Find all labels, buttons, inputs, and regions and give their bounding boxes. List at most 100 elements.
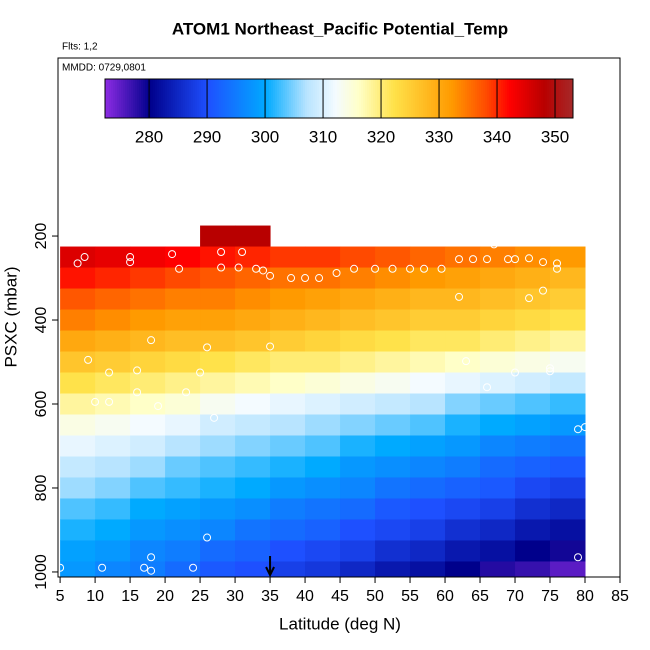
heatmap-cell [340, 393, 376, 415]
heatmap-cell [95, 393, 131, 415]
heatmap-cell [130, 309, 166, 332]
x-tick-label: 20 [156, 588, 174, 605]
colorbar-strip [221, 79, 224, 118]
heatmap-cell [95, 288, 131, 311]
colorbar-strip [519, 79, 522, 118]
colorbar-strip [405, 79, 408, 118]
colorbar-strip [463, 79, 466, 118]
colorbar-tick-label: 310 [309, 127, 337, 146]
heatmap-cell [305, 414, 341, 436]
heatmap-cell [445, 477, 481, 499]
colorbar-tick-label: 320 [367, 127, 395, 146]
colorbar-strip [475, 79, 478, 118]
colorbar-strip [489, 79, 492, 118]
track-point [196, 368, 205, 377]
colorbar-strip [169, 79, 172, 118]
heatmap-cell [515, 330, 551, 353]
colorbar-strip [529, 79, 532, 118]
heatmap-cell [130, 393, 166, 415]
colorbar-strip [209, 79, 212, 118]
heatmap-cell [95, 246, 131, 269]
heatmap-cell [270, 519, 306, 541]
heatmap-cell [95, 519, 131, 541]
track-point [98, 563, 107, 572]
heatmap-cell [410, 351, 446, 374]
heatmap-cell [480, 351, 516, 374]
heatmap-cell [550, 372, 586, 395]
track-point [315, 274, 324, 283]
heatmap-cell [550, 561, 586, 577]
colorbar-strip [423, 79, 426, 118]
heatmap-cell [235, 393, 271, 415]
colorbar-strip [205, 79, 208, 118]
heatmap-cell [200, 393, 236, 415]
colorbar-strip [267, 79, 270, 118]
y-tick-label: 200 [33, 223, 50, 250]
heatmap-cell [235, 477, 271, 499]
heatmap-cell [130, 477, 166, 499]
colorbar-strip [149, 79, 152, 118]
colorbar-strip [307, 79, 310, 118]
heatmap-cell [480, 288, 516, 311]
colorbar-strip [415, 79, 418, 118]
colorbar-strip [239, 79, 242, 118]
colorbar-strip [309, 79, 312, 118]
heatmap-cell [200, 288, 236, 311]
heatmap-cell [340, 246, 376, 269]
heatmap-cell [235, 561, 271, 577]
heatmap-cell [340, 372, 376, 395]
heatmap-cell [165, 477, 201, 499]
heatmap-cell [270, 246, 306, 269]
heatmap-cell [305, 372, 341, 395]
colorbar-strip [387, 79, 390, 118]
track-point [574, 553, 583, 562]
colorbar-strip [187, 79, 190, 118]
heatmap-cell [515, 540, 551, 562]
track-point [217, 263, 226, 272]
flights-label: Flts: 1,2 [62, 42, 98, 53]
heatmap-cell [375, 477, 411, 499]
colorbar-strip [547, 79, 550, 118]
heatmap-cell [60, 288, 96, 311]
colorbar-strip [389, 79, 392, 118]
colorbar-strip [283, 79, 286, 118]
colorbar-strip [325, 79, 328, 118]
colorbar-strip [127, 79, 130, 118]
heatmap-cell [200, 246, 236, 269]
heatmap-cell [200, 225, 236, 248]
colorbar-strip [349, 79, 352, 118]
track-point [238, 247, 247, 256]
colorbar-strip [559, 79, 562, 118]
colorbar-strip [123, 79, 126, 118]
colorbar-strip [353, 79, 356, 118]
heatmap-cell [95, 309, 131, 332]
heatmap-cell [340, 309, 376, 332]
colorbar-strip [557, 79, 560, 118]
colorbar-strip [357, 79, 360, 118]
colorbar-strip [421, 79, 424, 118]
x-tick-label: 50 [366, 588, 384, 605]
heatmap-cell [480, 561, 516, 577]
track-point [350, 264, 359, 273]
colorbar-strip [479, 79, 482, 118]
colorbar-strip [541, 79, 544, 118]
colorbar-strip [437, 79, 440, 118]
track-point [388, 264, 397, 273]
heatmap-cell [515, 414, 551, 436]
colorbar-strip [163, 79, 166, 118]
colorbar-strip [145, 79, 148, 118]
colorbar-strip [571, 79, 574, 118]
heatmap-cell [165, 540, 201, 562]
colorbar-strip [285, 79, 288, 118]
track-point [217, 247, 226, 256]
heatmap-cell [270, 372, 306, 395]
heatmap-cell [130, 351, 166, 374]
track-point [553, 264, 562, 273]
colorbar-strip [311, 79, 314, 118]
heatmap-cell [200, 540, 236, 562]
heatmap-cell [165, 351, 201, 374]
colorbar-strip [373, 79, 376, 118]
colorbar-strip [125, 79, 128, 118]
colorbar-strip [215, 79, 218, 118]
heatmap-cell [200, 498, 236, 520]
